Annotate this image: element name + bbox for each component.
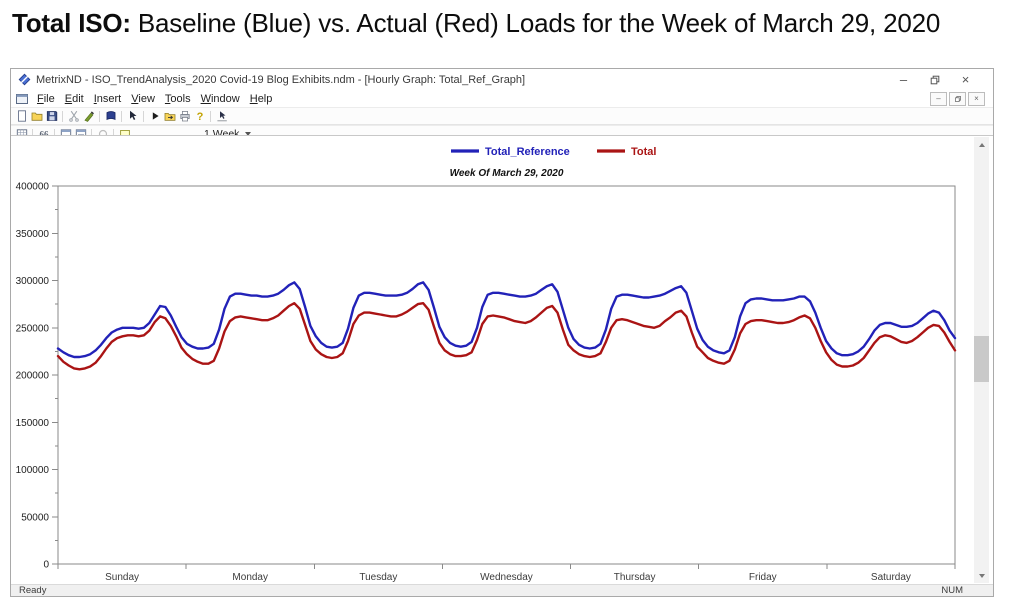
toolbar-separator (91, 128, 92, 140)
y-tick-label: 50000 (21, 512, 49, 523)
num-lock-indicator: NUM (941, 585, 963, 596)
toolbar-separator (210, 110, 211, 122)
graph-content-area: Total_Reference Total Week Of March 29, 20… (11, 135, 993, 584)
close-button[interactable]: × (961, 72, 970, 87)
y-tick-label: 400000 (16, 182, 50, 193)
svg-text:?: ? (196, 111, 203, 122)
navigate-pointer-icon[interactable] (214, 110, 229, 123)
export-folder-icon[interactable] (162, 110, 177, 123)
toolbar-separator (113, 128, 114, 140)
menu-item-view[interactable]: View (131, 92, 155, 105)
y-tick-label: 350000 (16, 229, 50, 240)
series-line-total (56, 301, 957, 371)
workbook-icon[interactable] (103, 110, 118, 123)
y-tick-label: 300000 (16, 276, 50, 287)
quotes-icon[interactable]: 66 (36, 128, 51, 141)
x-day-label: Thursday (614, 572, 656, 583)
chevron-down-icon (245, 132, 252, 136)
new-document-icon[interactable] (14, 110, 29, 123)
format-brush-icon[interactable] (81, 110, 96, 123)
toolbar-separator (99, 110, 100, 122)
scroll-up-arrow-icon[interactable] (974, 137, 989, 152)
restore-button[interactable] (919, 71, 950, 89)
print-icon[interactable] (177, 110, 192, 123)
x-day-label: Saturday (871, 572, 911, 583)
open-file-icon[interactable] (29, 110, 44, 123)
save-icon[interactable] (44, 110, 59, 123)
toolbar-separator (62, 110, 63, 122)
plot-frame (57, 185, 956, 565)
y-tick-label: 150000 (16, 418, 50, 429)
menu-item-tools[interactable]: Tools (164, 92, 191, 105)
x-day-label: Wednesday (480, 572, 533, 583)
scroll-down-arrow-icon[interactable] (974, 568, 989, 583)
metrixnd-window: MetrixND - ISO_TrendAnalysis_2020 Covid-… (10, 68, 994, 597)
y-tick-label: 250000 (16, 323, 50, 334)
menu-item-help[interactable]: Help (249, 92, 273, 105)
select-pointer-icon[interactable] (125, 110, 140, 123)
minimize-button[interactable]: – (899, 72, 908, 87)
menu-item-insert[interactable]: Insert (93, 92, 122, 105)
y-tick-label: 100000 (16, 465, 50, 476)
menu-item-edit[interactable]: Edit (64, 92, 84, 105)
run-icon[interactable] (147, 110, 162, 123)
menu-bar: File Edit Insert View Tools Window Help – × (11, 90, 993, 107)
vertical-scrollbar[interactable] (974, 137, 989, 583)
toolbar-separator (121, 110, 122, 122)
page-title-rest: Baseline (Blue) vs. Actual (Red) Loads f… (130, 8, 941, 38)
hourly-graph: Total_Reference Total Week Of March 29, 20… (16, 146, 957, 583)
chart-title: Week Of March 29, 2020 (450, 168, 564, 179)
window-title: MetrixND - ISO_TrendAnalysis_2020 Covid-… (36, 73, 526, 86)
x-day-label: Friday (749, 572, 777, 583)
cut-icon[interactable] (66, 110, 81, 123)
x-day-label: Monday (232, 572, 268, 583)
standard-toolbar: ? (11, 107, 993, 125)
toolbar-separator (32, 128, 33, 140)
child-window-controls: – × (930, 92, 985, 106)
page-title: Total ISO: Baseline (Blue) vs. Actual (R… (12, 8, 940, 39)
page-title-bold: Total ISO: (12, 8, 131, 38)
toolbar-separator (54, 128, 55, 140)
child-restore-button[interactable] (949, 92, 966, 106)
scrollbar-thumb[interactable] (974, 336, 989, 382)
help-icon[interactable]: ? (192, 110, 207, 123)
child-minimize-button[interactable]: – (930, 92, 947, 106)
legend-label-total_reference: Total_Reference (485, 146, 570, 158)
document-window-icon (16, 93, 29, 105)
menu-item-file[interactable]: File (37, 92, 55, 105)
legend-label-total: Total (631, 146, 656, 158)
svg-text:66: 66 (39, 129, 49, 139)
x-day-label: Sunday (105, 572, 139, 583)
status-message: Ready (19, 585, 47, 596)
status-bar: Ready NUM (11, 584, 993, 596)
toolbar-separator (143, 110, 144, 122)
child-close-button[interactable]: × (968, 92, 985, 106)
x-day-label: Tuesday (359, 572, 397, 583)
y-tick-label: 200000 (16, 371, 50, 382)
window-controls: – × (888, 71, 993, 89)
series-line-total_reference (56, 281, 957, 359)
window-titlebar: MetrixND - ISO_TrendAnalysis_2020 Covid-… (11, 69, 993, 90)
menu-item-window[interactable]: Window (200, 92, 240, 105)
metrixnd-logo-icon (18, 73, 31, 86)
y-tick-label: 0 (43, 560, 49, 571)
